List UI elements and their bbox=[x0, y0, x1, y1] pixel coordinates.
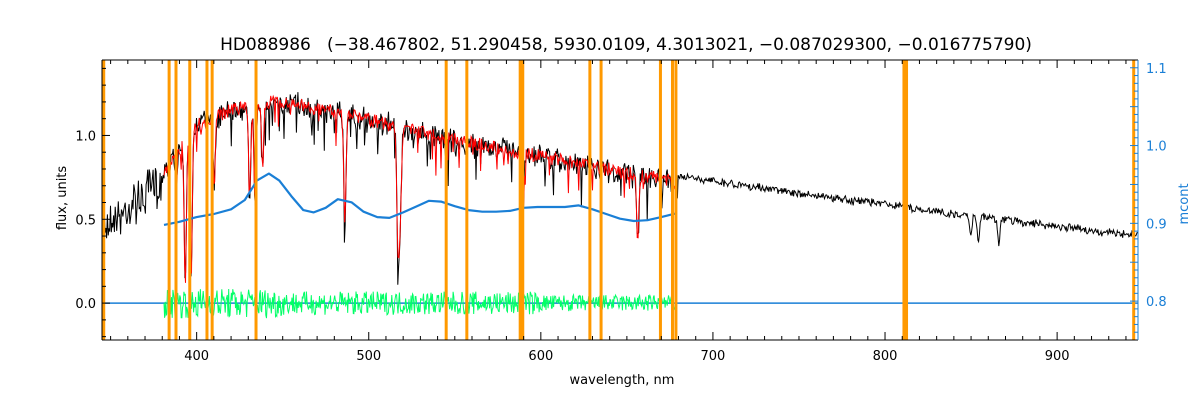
y-tick-label: 0.5 bbox=[75, 213, 96, 228]
y2-tick-label: 0.9 bbox=[1146, 217, 1167, 232]
mcont-curve bbox=[163, 172, 678, 226]
y2-tick-label: 1.1 bbox=[1146, 62, 1167, 77]
x-tick-label: 600 bbox=[528, 349, 553, 364]
mcont-layer bbox=[163, 172, 678, 226]
x-tick-label: 500 bbox=[356, 349, 381, 364]
y-tick-label: 1.0 bbox=[75, 129, 96, 144]
mask-lines-layer bbox=[102, 60, 1136, 340]
x-tick-label: 400 bbox=[184, 349, 209, 364]
chart-title: HD088986 (−38.467802, 51.290458, 5930.01… bbox=[220, 35, 1032, 55]
x-tick-label: 800 bbox=[873, 349, 898, 364]
x-tick-label: 700 bbox=[701, 349, 726, 364]
y-axis-label: flux, units bbox=[55, 166, 70, 231]
y2-axis-label: mcont bbox=[1177, 183, 1192, 224]
y2-tick-label: 0.8 bbox=[1146, 295, 1167, 310]
axes-layer: 400 500 600 700 800 900 0.0 0.5 1.0 0.8 0.9 1.0 1.1 bbox=[75, 59, 1167, 364]
x-axis-label: wavelength, nm bbox=[570, 373, 675, 388]
y2-tick-label: 1.0 bbox=[1146, 140, 1167, 155]
x-tick-label: 900 bbox=[1045, 349, 1070, 364]
y-tick-label: 0.0 bbox=[75, 297, 96, 312]
